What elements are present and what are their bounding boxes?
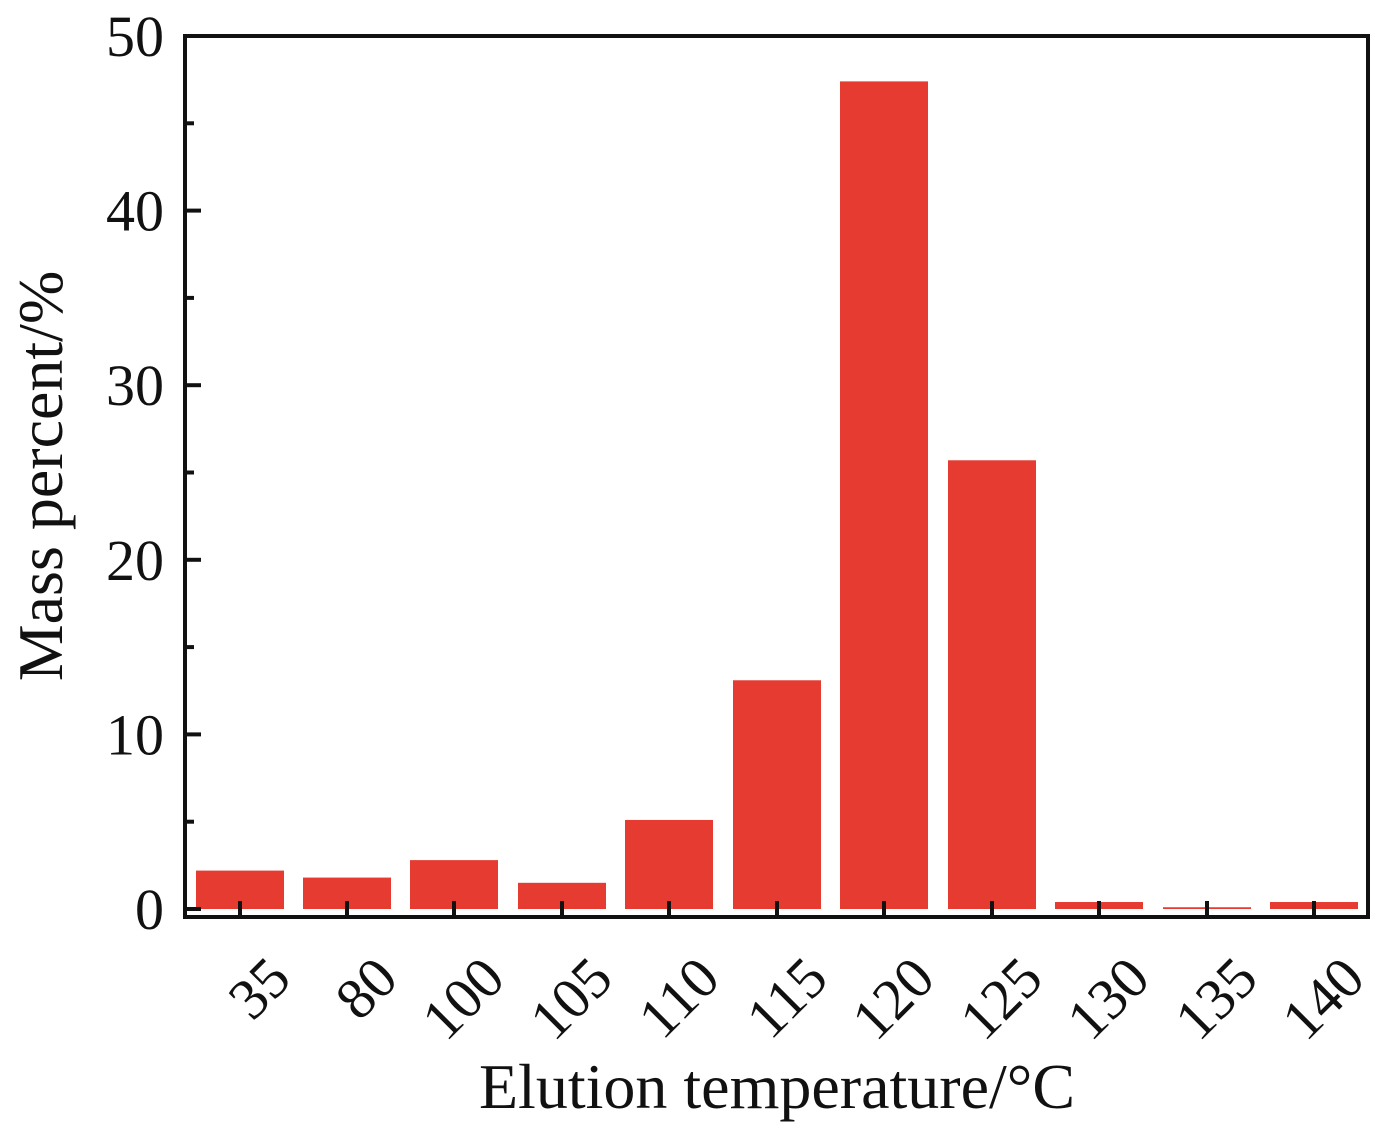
y-tick-label: 30 (106, 353, 164, 418)
bar-115 (733, 680, 821, 909)
bar-120 (840, 81, 928, 909)
bar-110 (625, 819, 713, 909)
x-tick-label-100: 100 (409, 945, 516, 1052)
x-axis-ticks: 35 80 100 105 110 115 120 125 130 135 140 (216, 901, 1377, 1052)
x-tick-label-110: 110 (626, 945, 732, 1051)
y-tick-label: 40 (106, 179, 164, 244)
x-axis-title: Elution temperature/°C (479, 1051, 1075, 1122)
y-tick-label: 10 (106, 702, 164, 767)
bar-125 (948, 460, 1036, 909)
y-axis-ticks: 0 10 20 30 40 50 (106, 4, 201, 942)
x-tick-label-135: 135 (1162, 945, 1269, 1052)
x-tick-label-140: 140 (1269, 945, 1376, 1052)
x-tick-label-105: 105 (517, 945, 624, 1052)
x-tick-label-35: 35 (216, 945, 303, 1032)
x-tick-label-115: 115 (734, 945, 840, 1051)
y-tick-label: 20 (106, 528, 164, 593)
x-tick-label-80: 80 (323, 945, 410, 1032)
y-axis-title: Mass percent/% (5, 271, 76, 682)
x-tick-label-130: 130 (1054, 945, 1161, 1052)
bars-group (196, 81, 1358, 909)
x-tick-label-120: 120 (839, 945, 946, 1052)
y-tick-label: 50 (106, 4, 164, 69)
y-tick-label: 0 (135, 877, 164, 942)
x-tick-label-125: 125 (947, 945, 1054, 1052)
bar-100 (410, 860, 498, 909)
